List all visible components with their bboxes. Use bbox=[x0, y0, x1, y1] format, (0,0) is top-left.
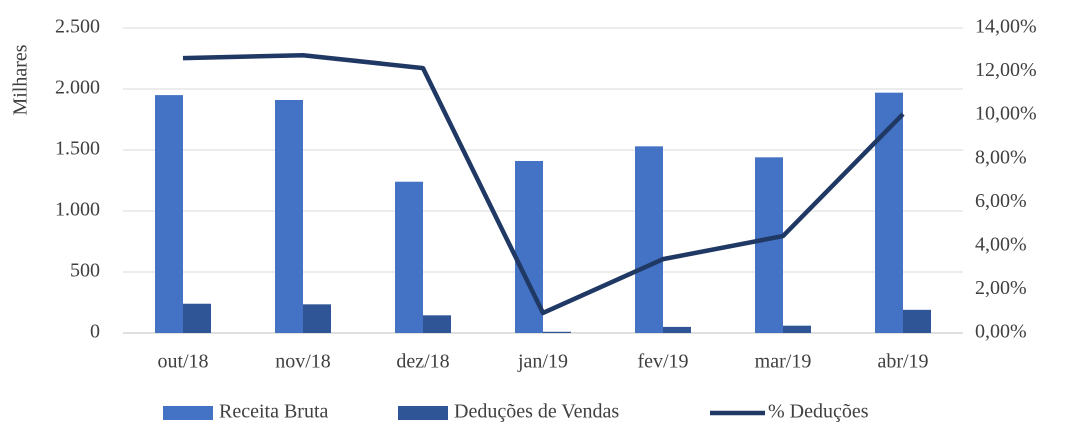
bar bbox=[875, 92, 903, 333]
x-tick-label: out/18 bbox=[157, 351, 208, 373]
x-tick-label: abr/19 bbox=[877, 351, 928, 373]
legend-label: % Deduções bbox=[768, 401, 869, 423]
y2-tick-label: 8,00% bbox=[975, 146, 1027, 168]
bar bbox=[543, 331, 571, 333]
bar bbox=[303, 304, 331, 333]
y-tick-label: 1.000 bbox=[55, 199, 100, 221]
y2-tick-label: 4,00% bbox=[975, 233, 1027, 255]
line bbox=[182, 52, 905, 316]
bar bbox=[423, 315, 451, 333]
legend-label: Deduções de Vendas bbox=[454, 401, 619, 423]
legend-swatch bbox=[398, 406, 448, 420]
legend-swatch bbox=[163, 406, 213, 420]
bar bbox=[395, 181, 423, 333]
bar bbox=[183, 303, 211, 333]
bar bbox=[663, 326, 691, 333]
bar bbox=[275, 99, 303, 333]
bar bbox=[155, 95, 183, 333]
y2-tick-label: 6,00% bbox=[975, 190, 1027, 212]
y-axis-title: Milhares bbox=[10, 44, 32, 115]
bar bbox=[783, 325, 811, 333]
y2-tick-label: 10,00% bbox=[975, 103, 1037, 125]
y2-tick-label: 0,00% bbox=[975, 321, 1027, 343]
bar bbox=[635, 146, 663, 333]
y2-tick-label: 12,00% bbox=[975, 59, 1037, 81]
y-tick-label: 2.500 bbox=[55, 16, 100, 38]
x-tick-label: nov/18 bbox=[275, 351, 331, 373]
bar bbox=[903, 309, 931, 333]
x-tick-label: jan/19 bbox=[517, 351, 568, 373]
y2-tick-label: 2,00% bbox=[975, 277, 1027, 299]
y2-tick-label: 14,00% bbox=[975, 16, 1037, 38]
x-tick-label: dez/18 bbox=[396, 351, 449, 373]
y-tick-label: 500 bbox=[70, 260, 100, 282]
x-tick-label: mar/19 bbox=[755, 351, 812, 373]
y-tick-label: 2.000 bbox=[55, 77, 100, 99]
y-tick-label: 1.500 bbox=[55, 138, 100, 160]
legend-label: Receita Bruta bbox=[219, 401, 329, 423]
bar bbox=[755, 157, 783, 333]
y-tick-label: 0 bbox=[90, 321, 100, 343]
x-tick-label: fev/19 bbox=[637, 351, 688, 373]
